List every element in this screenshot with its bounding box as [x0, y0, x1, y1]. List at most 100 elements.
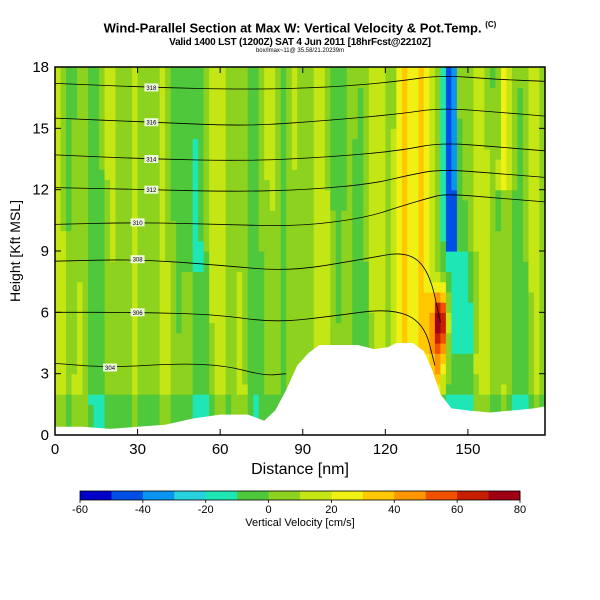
w-cell: [203, 251, 210, 395]
w-cell: [451, 353, 458, 395]
w-cell: [99, 394, 106, 435]
isentrope-304: [55, 363, 287, 376]
w-cell: [110, 261, 117, 395]
w-cell: [407, 67, 414, 395]
w-cell: [110, 394, 117, 435]
colorbar-tick-label: 80: [514, 504, 526, 516]
w-cell: [473, 251, 480, 354]
colorbar-segment: [488, 491, 521, 500]
colorbar-segment: [394, 491, 427, 500]
isentrope-label-306: 306: [133, 311, 144, 317]
w-cell: [445, 383, 453, 395]
w-cell: [539, 67, 545, 395]
w-cell: [209, 394, 216, 435]
w-cell: [55, 394, 62, 435]
w-cell: [176, 332, 183, 395]
w-cell: [390, 128, 397, 395]
w-cell: [93, 394, 100, 435]
isentrope-308: [55, 253, 441, 323]
w-cell: [176, 394, 183, 435]
w-cell: [159, 394, 166, 435]
x-tick-label: 0: [51, 441, 59, 458]
w-cell: [247, 67, 254, 435]
w-cell: [143, 394, 150, 435]
w-cell: [214, 67, 221, 395]
w-cell: [368, 67, 375, 313]
w-cell: [451, 251, 458, 354]
colorbar-segment: [300, 491, 332, 500]
w-cell: [445, 332, 453, 385]
w-cell: [467, 67, 475, 252]
y-tick-label: 3: [41, 366, 49, 383]
w-cell: [170, 394, 177, 435]
w-cell: [269, 67, 276, 211]
w-cell: [209, 322, 216, 395]
w-cell: [104, 179, 111, 395]
w-cell: [500, 67, 508, 191]
w-cell: [506, 394, 513, 426]
w-cell: [511, 189, 519, 395]
w-cell: [181, 67, 188, 273]
w-cell: [357, 67, 364, 89]
isentrope-label-bg: [130, 255, 145, 264]
y-axis: 0 3 6 9 12 15 18: [32, 59, 545, 444]
w-cell: [291, 169, 298, 435]
w-cell: [88, 394, 95, 405]
isentrope-label-310: 310: [133, 221, 144, 227]
w-cell: [82, 67, 89, 435]
w-cell: [187, 67, 194, 273]
w-cell: [291, 67, 298, 170]
w-cell: [165, 394, 172, 435]
w-cell: [440, 353, 447, 365]
w-cell: [352, 138, 359, 395]
w-cell: [418, 67, 425, 354]
w-cell: [522, 67, 530, 262]
colorbar-tick-label: -60: [72, 504, 88, 516]
w-cell: [286, 67, 293, 395]
w-cell: [203, 394, 210, 435]
w-cell: [165, 67, 172, 262]
w-cell: [137, 394, 144, 435]
w-cell: [429, 67, 436, 283]
w-cell: [242, 394, 249, 435]
w-cell: [352, 67, 359, 140]
w-cell: [198, 271, 205, 395]
w-cell: [434, 291, 441, 303]
w-cell: [440, 373, 447, 395]
w-cell: [214, 394, 221, 435]
w-cell: [511, 67, 519, 191]
w-cell: [445, 271, 453, 293]
w-cell: [231, 67, 238, 435]
isentrope-label-bg: [144, 83, 159, 92]
w-cell: [121, 67, 128, 395]
w-cell: [456, 251, 464, 354]
w-cell: [198, 240, 205, 273]
w-cell: [77, 281, 84, 395]
w-cell: [165, 261, 172, 395]
w-cell: [93, 67, 100, 395]
w-cell: [236, 394, 243, 435]
w-cell: [198, 67, 205, 242]
w-cell: [60, 394, 67, 435]
x-tick-label: 120: [373, 441, 398, 458]
colorbar-segment: [425, 491, 458, 500]
isentrope-314: [55, 143, 545, 161]
w-cell: [429, 312, 436, 354]
w-cell: [495, 67, 502, 160]
colorbar-tick-label: 0: [266, 504, 272, 516]
w-cell: [440, 302, 447, 313]
w-cell: [478, 67, 486, 395]
w-cell: [456, 67, 464, 119]
y-tick-label: 12: [32, 182, 49, 199]
w-cell: [379, 67, 386, 395]
y-axis-label: Height [Kft MSL]: [7, 200, 23, 302]
w-cell: [71, 67, 78, 119]
w-cell: [440, 281, 447, 293]
w-cell: [148, 67, 155, 395]
w-cell: [429, 291, 436, 313]
w-cell: [66, 394, 73, 435]
w-cell: [242, 67, 249, 385]
w-cell: [346, 67, 353, 395]
colorbar-tick-label: 20: [325, 504, 337, 516]
